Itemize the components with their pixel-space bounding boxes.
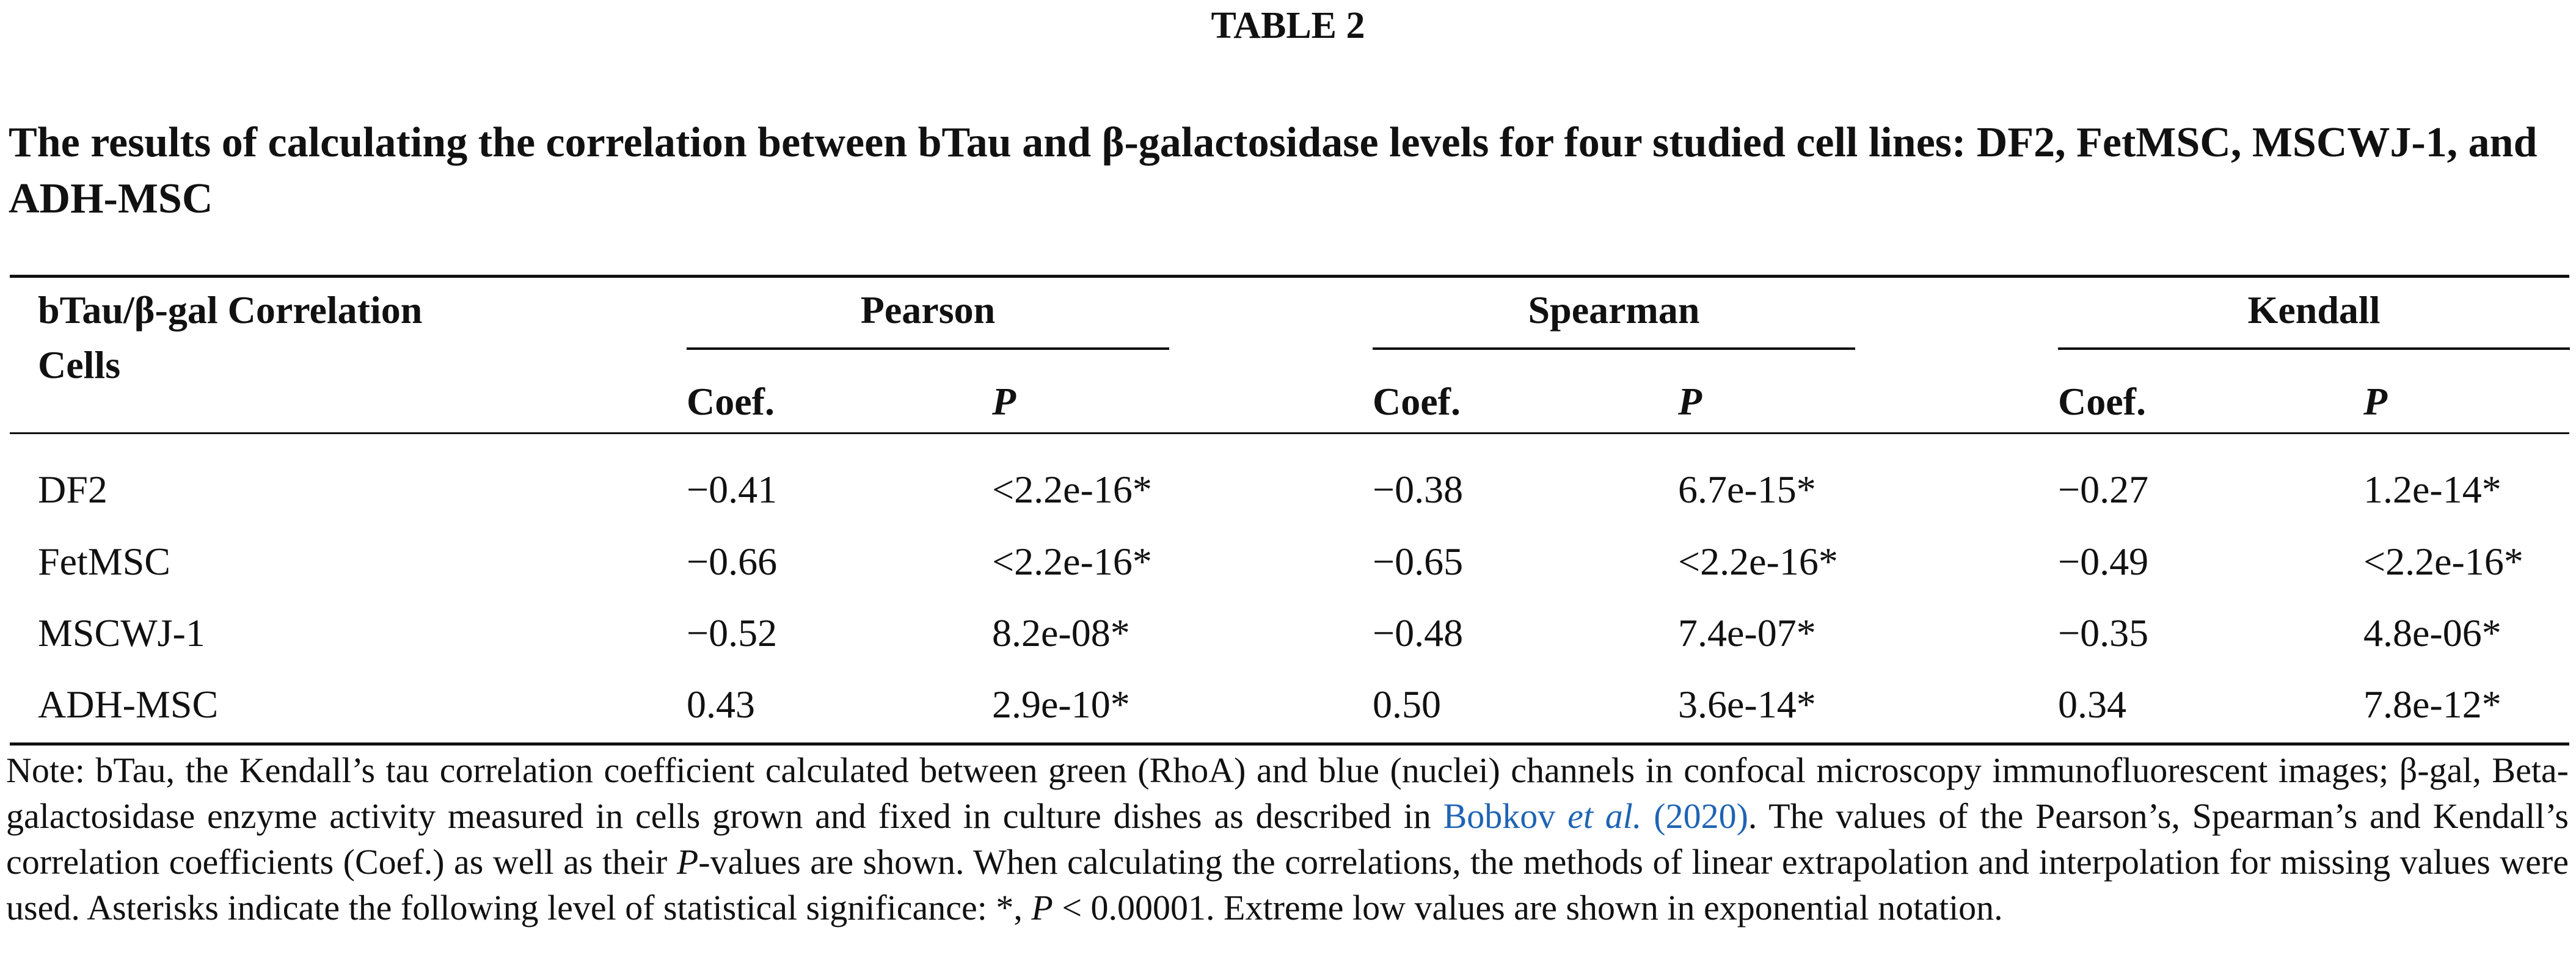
- spearman-coef: −0.48: [1373, 611, 1464, 655]
- pearson-underline: [687, 347, 1169, 350]
- spearman-coef: −0.65: [1373, 540, 1464, 583]
- kendall-coef: −0.35: [2058, 611, 2149, 655]
- pearson-p-header: P: [992, 380, 1016, 423]
- spearman-underline: [1373, 347, 1855, 350]
- table-note: Note: bTau, the Kendall’s tau correlatio…: [6, 747, 2569, 931]
- pearson-header: Pearson: [860, 288, 996, 332]
- note-text: . The values of the Pearson’s, Spearman’…: [6, 796, 2569, 882]
- table-label: TABLE 2: [1211, 5, 1365, 46]
- reference-etal: et al.: [1567, 796, 1642, 836]
- kendall-header: Kendall: [2247, 288, 2381, 332]
- table-caption: The results of calculating the correlati…: [9, 119, 2538, 222]
- cell-line-name: FetMSC: [38, 540, 170, 583]
- bottom-rule: [10, 742, 2569, 746]
- spearman-p: 7.4e-07*: [1678, 611, 1816, 655]
- cell-line-name: MSCWJ-1: [38, 611, 205, 655]
- kendall-underline: [2058, 347, 2570, 350]
- pearson-coef: −0.52: [687, 611, 778, 655]
- reference-link[interactable]: Bobkov et al. (2020): [1443, 796, 1748, 836]
- spearman-p: 3.6e-14*: [1678, 683, 1816, 726]
- row-label-header: bTau/β-gal Correlation: [38, 288, 423, 332]
- header-rule: [10, 432, 2569, 434]
- pearson-coef-header: Coef.: [687, 380, 775, 423]
- kendall-coef: −0.49: [2058, 540, 2149, 583]
- note-text: Note: bTau, the Kendall’s tau correlatio…: [6, 750, 2569, 836]
- kendall-p: <2.2e-16*: [2363, 540, 2523, 583]
- reference-year: (2020): [1641, 796, 1748, 836]
- kendall-p: 4.8e-06*: [2363, 611, 2501, 655]
- kendall-coef: −0.27: [2058, 468, 2149, 511]
- spearman-p: <2.2e-16*: [1678, 540, 1838, 583]
- kendall-coef: 0.34: [2058, 683, 2126, 726]
- spearman-coef: 0.50: [1373, 683, 1441, 726]
- spearman-p-header: P: [1678, 380, 1702, 423]
- pearson-coef: 0.43: [687, 683, 755, 726]
- pearson-p: <2.2e-16*: [992, 540, 1152, 583]
- spearman-coef: −0.38: [1373, 468, 1464, 511]
- pearson-coef: −0.66: [687, 540, 778, 583]
- kendall-p: 7.8e-12*: [2363, 683, 2501, 726]
- pearson-coef: −0.41: [687, 468, 778, 511]
- note-text: < 0.00001. Extreme low values are shown …: [1053, 888, 2003, 927]
- spearman-p: 6.7e-15*: [1678, 468, 1816, 511]
- pearson-p: 8.2e-08*: [992, 611, 1130, 655]
- pearson-p: <2.2e-16*: [992, 468, 1152, 511]
- pearson-p: 2.9e-10*: [992, 683, 1130, 726]
- kendall-coef-header: Coef.: [2058, 380, 2146, 423]
- note-p-symbol: P: [676, 842, 699, 882]
- kendall-p: 1.2e-14*: [2363, 468, 2501, 511]
- cells-header: Cells: [38, 343, 121, 387]
- spearman-coef-header: Coef.: [1373, 380, 1461, 423]
- note-text: -values are shown. When calculating the …: [6, 842, 2569, 927]
- note-p-symbol: P: [1031, 888, 1053, 927]
- cell-line-name: ADH-MSC: [38, 683, 219, 726]
- top-rule: [10, 275, 2569, 278]
- kendall-p-header: P: [2363, 380, 2388, 423]
- reference-author: Bobkov: [1443, 796, 1568, 836]
- spearman-header: Spearman: [1528, 288, 1700, 332]
- cell-line-name: DF2: [38, 468, 108, 511]
